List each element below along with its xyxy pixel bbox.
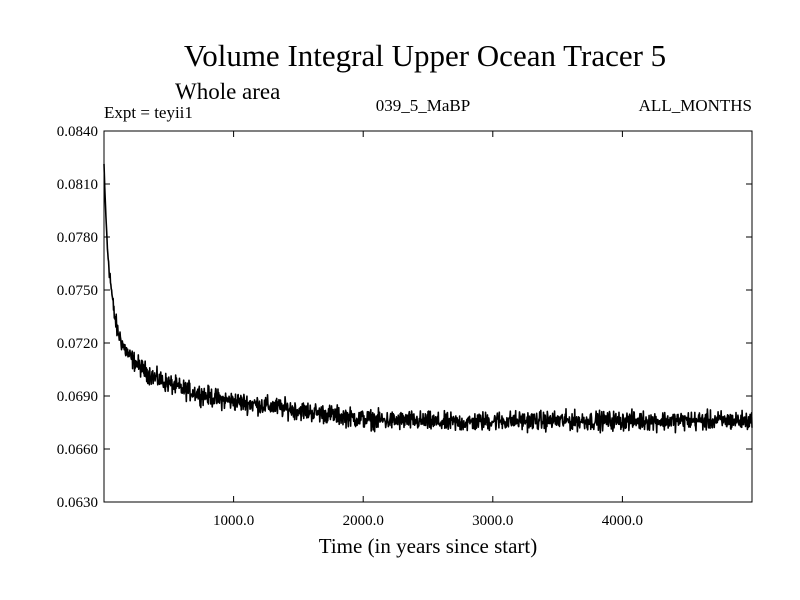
series-line [103,163,753,434]
plot-frame [103,130,753,503]
y-tick-label: 0.0840 [57,124,98,140]
chart-title: Volume Integral Upper Ocean Tracer 5 [184,38,666,73]
y-tick-label: 0.0690 [57,389,98,405]
x-tick-label: 1000.0 [213,513,254,529]
y-tick-label: 0.0660 [57,442,98,458]
y-tick-label: 0.0810 [57,177,98,193]
period-label: ALL_MONTHS [639,96,752,115]
y-tick-label: 0.0720 [57,336,98,352]
x-tick-label: 2000.0 [343,513,384,529]
run-label: 039_5_MaBP [376,96,470,115]
series-layer [103,163,753,434]
x-tick-label: 3000.0 [472,513,513,529]
expt-label: Expt = teyii1 [104,103,193,122]
y-tick-label: 0.0630 [57,495,98,511]
y-axis: 0.0630 0.0660 0.0690 0.0720 0.0750 0.0780 0.08… [57,124,752,511]
y-tick-label: 0.0750 [57,283,98,299]
chart-subtitle: Whole area [175,79,280,104]
x-axis-label: Time (in years since start) [319,534,538,558]
x-axis: 1000.0 2000.0 3000.0 4000.0 [213,131,643,529]
y-tick-label: 0.0780 [57,230,98,246]
x-tick-label: 4000.0 [602,513,643,529]
